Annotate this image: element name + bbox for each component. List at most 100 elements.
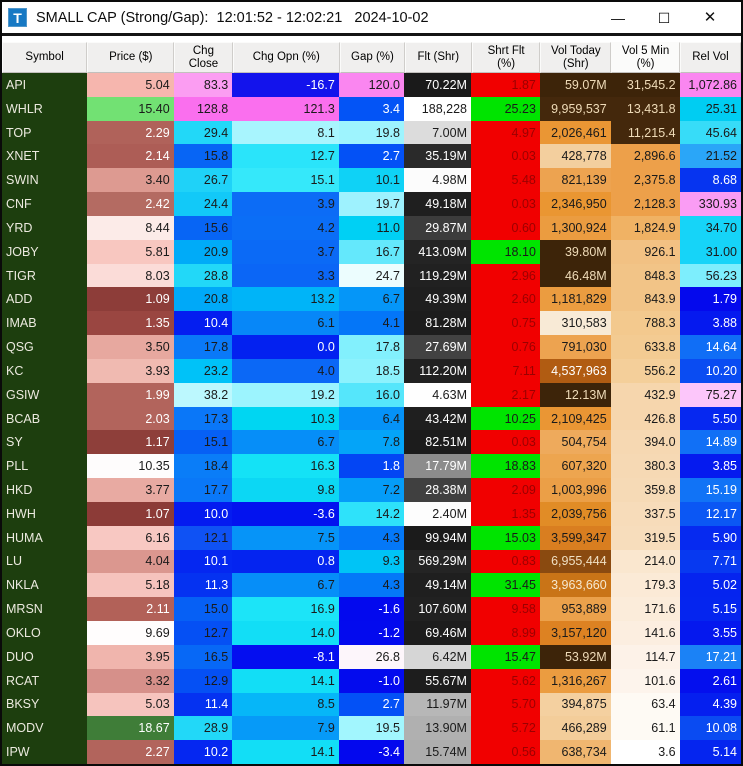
cell-shrt_flt: 0.03: [470, 192, 540, 216]
cell-chg_close: 10.4: [173, 311, 233, 336]
cell-chg_close: 128.8: [173, 96, 233, 121]
cell-gap: -1.2: [338, 621, 404, 645]
cell-flt: 11.97M: [403, 692, 471, 717]
table-row[interactable]: DUO 3.95 16.5 -8.1 26.8 6.42M 15.47 53.92M 114.7…: [2, 644, 741, 669]
cell-shrt_flt: 2.60: [470, 287, 540, 312]
cell-vol_5min: 556.2: [610, 358, 680, 383]
table-row[interactable]: GSIW 1.99 38.2 19.2 16.0 4.63M 2.17 12.13M 432.9…: [2, 382, 741, 407]
table-row[interactable]: SY 1.17 15.1 6.7 7.8 82.51M 0.03 504,754 394.0 14…: [2, 430, 741, 455]
table-row[interactable]: SWIN 3.40 26.7 15.1 10.1 4.98M 5.48 821,139 2,37…: [2, 168, 741, 193]
cell-shrt_flt: 8.99: [470, 621, 540, 645]
table-row[interactable]: API 5.04 83.3 -16.7 120.0 70.22M 1.87 59.07M 31,…: [2, 73, 741, 97]
cell-shrt_flt: 4.97: [470, 120, 540, 145]
column-header-chg_opn[interactable]: Chg Opn (%): [232, 42, 340, 73]
close-button[interactable]: ✕: [703, 8, 717, 26]
table-row[interactable]: JOBY 5.81 20.9 3.7 16.7 413.09M 18.10 39.80M 926…: [2, 239, 741, 264]
column-header-symbol[interactable]: Symbol: [2, 42, 88, 73]
cell-chg_opn: 10.3: [232, 406, 339, 431]
cell-vol_today: 1,181,829: [539, 287, 611, 312]
cell-price: 3.50: [86, 335, 174, 359]
cell-vol_today: 6,955,444: [539, 549, 611, 574]
cell-chg_opn: 15.1: [232, 168, 339, 193]
cell-gap: 19.5: [338, 716, 404, 741]
cell-flt: 99.94M: [403, 525, 471, 550]
table-row[interactable]: HKD 3.77 17.7 9.8 7.2 28.38M 2.09 1,003,996 359.…: [2, 478, 741, 502]
cell-vol_today: 12.13M: [539, 382, 611, 407]
cell-gap: 17.8: [338, 335, 404, 359]
table-row[interactable]: BKSY 5.03 11.4 8.5 2.7 11.97M 5.70 394,875 63.4 4…: [2, 692, 741, 717]
cell-flt: 28.38M: [403, 478, 471, 502]
cell-vol_5min: 319.5: [610, 525, 680, 550]
column-header-price[interactable]: Price ($): [87, 42, 175, 73]
column-header-chg_close[interactable]: Chg Close: [174, 42, 233, 73]
cell-rel_vol: 75.27: [679, 382, 741, 407]
table-row[interactable]: WHLR 15.40 128.8 121.3 3.4 188,228 25.23 9,959,…: [2, 96, 741, 121]
column-header-gap[interactable]: Gap (%): [339, 42, 405, 73]
cell-gap: 16.7: [338, 239, 404, 264]
cell-flt: 4.63M: [403, 382, 471, 407]
table-row[interactable]: PLL 10.35 18.4 16.3 1.8 17.79M 18.83 607,320 380…: [2, 454, 741, 479]
cell-vol_today: 2,109,425: [539, 406, 611, 431]
table-row[interactable]: CNF 2.42 24.4 3.9 19.7 49.18M 0.03 2,346,950 2,1…: [2, 192, 741, 216]
table-row[interactable]: HUMA 6.16 12.1 7.5 4.3 99.94M 15.03 3,599,347 31…: [2, 525, 741, 550]
cell-gap: -1.6: [338, 597, 404, 622]
table-row[interactable]: IMAB 1.35 10.4 6.1 4.1 81.28M 0.75 310,583 788.3…: [2, 311, 741, 336]
cell-chg_close: 15.1: [173, 430, 233, 455]
table-row[interactable]: XNET 2.14 15.8 12.7 2.7 35.19M 0.03 428,778 2,89…: [2, 144, 741, 169]
table-row[interactable]: MRSN 2.11 15.0 16.9 -1.6 107.60M 9.58 953,889 17…: [2, 597, 741, 622]
table-row[interactable]: QSG 3.50 17.8 0.0 17.8 27.69M 0.76 791,030 633.8…: [2, 335, 741, 359]
cell-flt: 43.42M: [403, 406, 471, 431]
cell-price: 1.07: [86, 501, 174, 526]
table-row[interactable]: LU 4.04 10.1 0.8 9.3 569.29M 0.83 6,955,444 214.…: [2, 549, 741, 574]
column-header-rel_vol[interactable]: Rel Vol: [679, 42, 741, 73]
column-header-vol_today[interactable]: Vol Today (Shr): [540, 42, 612, 73]
cell-symbol: CNF: [2, 192, 87, 216]
cell-chg_opn: 7.5: [232, 525, 339, 550]
table-row[interactable]: BCAB 2.03 17.3 10.3 6.4 43.42M 10.25 2,109,425 4…: [2, 406, 741, 431]
cell-vol_5min: 101.6: [610, 668, 680, 693]
table-row[interactable]: IPW 2.27 10.2 14.1 -3.4 15.74M 0.56 638,734 3.6 5…: [2, 740, 741, 764]
cell-gap: 4.1: [338, 311, 404, 336]
cell-vol_today: 394,875: [539, 692, 611, 717]
table-row[interactable]: TIGR 8.03 28.8 3.3 24.7 119.29M 2.96 46.48M 848.…: [2, 263, 741, 288]
cell-shrt_flt: 0.75: [470, 311, 540, 336]
cell-flt: 107.60M: [403, 597, 471, 622]
table-row[interactable]: ADD 1.09 20.8 13.2 6.7 49.39M 2.60 1,181,829 843…: [2, 287, 741, 312]
cell-chg_close: 12.1: [173, 525, 233, 550]
column-header-shrt_flt[interactable]: Shrt Flt (%): [471, 42, 541, 73]
cell-symbol: ADD: [2, 287, 87, 312]
table-row[interactable]: KC 3.93 23.2 4.0 18.5 112.20M 7.11 4,537,963 556…: [2, 358, 741, 383]
table-row[interactable]: TOP 2.29 29.4 8.1 19.8 7.00M 4.97 2,026,461 11,2…: [2, 120, 741, 145]
cell-symbol: BKSY: [2, 692, 87, 717]
cell-symbol: WHLR: [2, 96, 87, 121]
cell-vol_today: 3,157,120: [539, 621, 611, 645]
table-row[interactable]: NKLA 5.18 11.3 6.7 4.3 49.14M 31.45 3,963,660 17…: [2, 573, 741, 598]
cell-vol_today: 2,039,756: [539, 501, 611, 526]
cell-shrt_flt: 18.10: [470, 239, 540, 264]
cell-symbol: QSG: [2, 335, 87, 359]
cell-flt: 49.18M: [403, 192, 471, 216]
cell-rel_vol: 3.88: [679, 311, 741, 336]
cell-vol_5min: 788.3: [610, 311, 680, 336]
column-header-flt[interactable]: Flt (Shr): [404, 42, 472, 73]
column-header-vol_5min[interactable]: Vol 5 Min (%): [611, 42, 680, 73]
cell-chg_opn: 9.8: [232, 478, 339, 502]
cell-symbol: PLL: [2, 454, 87, 479]
cell-flt: 69.46M: [403, 621, 471, 645]
table-row[interactable]: OKLO 9.69 12.7 14.0 -1.2 69.46M 8.99 3,157,120 1…: [2, 621, 741, 645]
cell-price: 18.67: [86, 716, 174, 741]
cell-chg_opn: 4.2: [232, 215, 339, 240]
cell-vol_5min: 2,896.6: [610, 144, 680, 169]
cell-symbol: HWH: [2, 501, 87, 526]
table-row[interactable]: YRD 8.44 15.6 4.2 11.0 29.87M 0.60 1,300,924 1,8…: [2, 215, 741, 240]
cell-price: 5.04: [86, 73, 174, 97]
table-row[interactable]: RCAT 3.32 12.9 14.1 -1.0 55.67M 5.62 1,316,267 1…: [2, 668, 741, 693]
cell-rel_vol: 4.39: [679, 692, 741, 717]
cell-chg_close: 29.4: [173, 120, 233, 145]
cell-vol_today: 4,537,963: [539, 358, 611, 383]
maximize-button[interactable]: ☐: [657, 9, 671, 26]
cell-vol_today: 504,754: [539, 430, 611, 455]
table-row[interactable]: HWH 1.07 10.0 -3.6 14.2 2.40M 1.35 2,039,756 337…: [2, 501, 741, 526]
table-row[interactable]: MODV 18.67 28.9 7.9 19.5 13.90M 5.72 466,289 61.…: [2, 716, 741, 741]
minimize-button[interactable]: —: [611, 9, 625, 26]
